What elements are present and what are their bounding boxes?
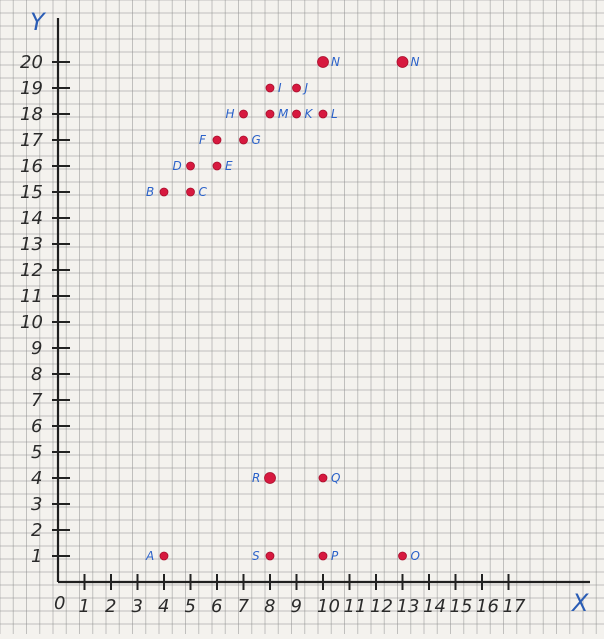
point-label: M <box>278 107 289 121</box>
point-label: Q <box>331 471 340 485</box>
x-axis-title: X <box>570 589 589 617</box>
x-tick-label: 12 <box>370 596 393 617</box>
x-tick-label: 4 <box>158 596 169 617</box>
y-tick-label: 12 <box>20 260 43 281</box>
point-h <box>239 109 248 119</box>
y-axis-title: Y <box>30 8 47 36</box>
point-label: J <box>303 81 309 95</box>
x-tick-label: 11 <box>344 596 367 617</box>
point-n <box>396 56 409 68</box>
point-label: F <box>199 133 207 147</box>
point-label: O <box>411 549 420 563</box>
y-tick-label: 4 <box>31 468 42 489</box>
point-p <box>318 551 328 561</box>
y-tick-label: 5 <box>31 442 42 463</box>
y-tick-label: 2 <box>31 520 42 541</box>
x-tick-label: 17 <box>503 596 526 617</box>
point-o <box>398 551 407 561</box>
point-m <box>265 109 275 119</box>
x-tick-label: 5 <box>185 596 196 617</box>
y-tick-label: 13 <box>20 234 43 255</box>
axis-ticks <box>52 61 510 590</box>
y-tick-label: 9 <box>31 338 42 359</box>
point-r <box>264 472 276 484</box>
x-tick-label: 14 <box>423 596 446 617</box>
point-j <box>292 83 301 93</box>
point-s <box>265 551 275 561</box>
axis-titles: X Y 0 <box>30 8 589 617</box>
point-i <box>265 83 275 93</box>
y-tick-label: 11 <box>20 286 43 307</box>
x-tick-label: 1 <box>79 596 90 617</box>
y-tick-label: 15 <box>20 182 43 203</box>
point-label: G <box>252 133 261 147</box>
x-tick-label: 6 <box>211 596 222 617</box>
x-tick-label: 9 <box>291 596 302 617</box>
y-tick-label: 16 <box>20 156 43 177</box>
y-tick-label: 7 <box>31 390 43 411</box>
point-label: I <box>278 81 282 95</box>
y-tick-label: 1 <box>31 546 42 567</box>
point-label: L <box>331 107 338 121</box>
point-label: H <box>226 107 235 121</box>
point-f <box>212 135 222 145</box>
y-tick-label: 17 <box>20 130 43 151</box>
point-d <box>186 161 195 171</box>
point-label: K <box>305 107 314 121</box>
point-label: A <box>145 549 154 563</box>
point-label: R <box>252 471 260 485</box>
point-g <box>239 135 248 145</box>
axis-tick-labels: 1 2 3 4 5 6 7 8 9 10 11 12 13 14 15 16 17123456789101112… <box>20 52 526 617</box>
x-tick-label: 13 <box>397 596 420 617</box>
x-tick-label: 7 <box>238 596 250 617</box>
y-tick-label: 19 <box>20 78 43 99</box>
x-tick-label: 3 <box>132 596 143 617</box>
x-tick-label: 16 <box>476 596 499 617</box>
point-label: N <box>331 55 340 69</box>
point-label: S <box>252 549 260 563</box>
point-n <box>317 56 329 68</box>
x-tick-label: 8 <box>264 596 275 617</box>
point-c <box>186 187 195 197</box>
x-tick-label: 10 <box>317 596 340 617</box>
point-label: E <box>225 159 233 173</box>
y-tick-label: 10 <box>20 312 43 333</box>
y-tick-label: 6 <box>31 416 42 437</box>
point-k <box>292 109 301 119</box>
y-tick-label: 3 <box>31 494 42 515</box>
x-tick-label: 15 <box>450 596 473 617</box>
point-l <box>318 109 328 119</box>
point-e <box>212 161 222 171</box>
point-label: N <box>411 55 420 69</box>
x-tick-label: 2 <box>105 596 116 617</box>
plotted-points: A S P O R Q B C D E F G H M K L I J N N <box>145 55 420 563</box>
y-tick-label: 8 <box>31 364 42 385</box>
point-label: D <box>173 159 182 173</box>
y-tick-label: 18 <box>20 104 43 125</box>
point-b <box>159 187 169 197</box>
point-label: P <box>331 549 339 563</box>
point-label: B <box>146 185 154 199</box>
origin-label: 0 <box>54 593 65 614</box>
y-tick-label: 20 <box>20 52 43 73</box>
y-tick-label: 14 <box>20 208 43 229</box>
point-a <box>159 551 169 561</box>
point-label: C <box>199 185 208 199</box>
point-q <box>318 473 328 483</box>
